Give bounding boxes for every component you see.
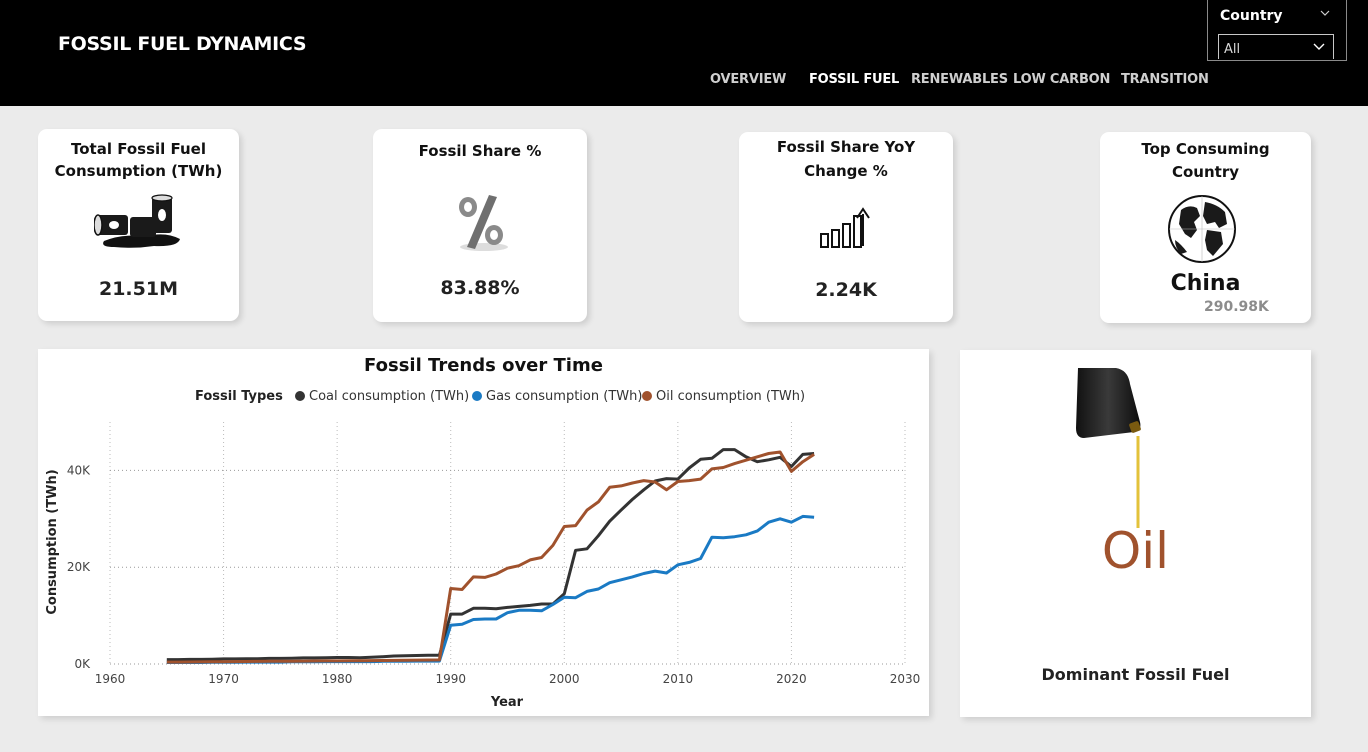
chevron-down-icon[interactable] [1320, 8, 1330, 18]
tab-low-carbon[interactable]: LOW CARBON [1013, 72, 1111, 87]
gridlines [109, 422, 906, 665]
legend-dot-oil [642, 391, 652, 401]
x-tick-label: 2000 [549, 672, 580, 686]
y-axis-title: Consumption (TWh) [45, 469, 60, 614]
legend-dot-gas [472, 391, 482, 401]
card-title-line1: Total Fossil Fuel [71, 140, 206, 158]
globe-icon [1168, 195, 1236, 263]
tab-renewables[interactable]: RENEWABLES [911, 72, 1008, 87]
kpi-card-yoy-change: Fossil Share YoY Change % 2.24K [739, 132, 953, 322]
dominant-fuel-label: Dominant Fossil Fuel [1041, 665, 1230, 684]
x-tick-label: 1960 [95, 672, 126, 686]
top-country-name: China [1170, 271, 1241, 296]
x-tick-label: 2010 [663, 672, 694, 686]
legend-item-oil[interactable]: Oil consumption (TWh) [642, 389, 805, 404]
card-value: 2.24K [815, 279, 877, 301]
x-tick-label: 1980 [322, 672, 353, 686]
card-value: 21.51M [98, 278, 178, 300]
legend-item-gas[interactable]: Gas consumption (TWh) [472, 389, 642, 404]
kpi-card-total-consumption: Total Fossil Fuel Consumption (TWh) 21.5… [38, 129, 239, 321]
card-title-line2: Country [1171, 163, 1240, 181]
series-lines [166, 448, 815, 664]
card-title-line1: Top Consuming [1141, 140, 1270, 158]
legend-label-gas: Gas consumption (TWh) [486, 389, 643, 404]
oil-can-pouring-icon [1076, 368, 1141, 528]
percent-icon [459, 195, 508, 251]
header-bar: FOSSIL FUEL DYNAMICS OVERVIEW FOSSIL FUE… [0, 0, 1368, 106]
tab-transition[interactable]: TRANSITION [1121, 72, 1209, 87]
card-title: Fossil Share % [418, 142, 542, 160]
legend-label-oil: Oil consumption (TWh) [656, 389, 806, 404]
y-tick-label: 40K [67, 463, 91, 477]
x-tick-label: 1990 [435, 672, 466, 686]
x-axis-title: Year [490, 695, 524, 710]
tab-overview[interactable]: OVERVIEW [710, 72, 787, 87]
app-title: FOSSIL FUEL DYNAMICS [58, 33, 307, 55]
dominant-fuel-value: Oil [1101, 522, 1170, 580]
legend-title: Fossil Types [195, 389, 283, 404]
dominant-fuel-card: Oil Dominant Fossil Fuel [960, 350, 1311, 717]
chart-title: Fossil Trends over Time [364, 355, 603, 376]
growth-bars-icon [820, 207, 870, 248]
y-tick-label: 20K [67, 560, 91, 574]
legend-dot-coal [295, 391, 305, 401]
slicer-label: Country [1220, 8, 1283, 24]
legend-item-coal[interactable]: Coal consumption (TWh) [295, 389, 469, 404]
kpi-card-top-country: Top Consuming Country China 290.98K [1100, 132, 1311, 323]
oil-barrels-icon [94, 194, 180, 248]
x-tick-label: 2030 [890, 672, 921, 686]
card-title-line2: Change % [804, 162, 888, 180]
series-line-oil[interactable] [166, 450, 815, 664]
country-dropdown[interactable]: All [1218, 34, 1334, 59]
series-line-gas[interactable] [166, 514, 815, 664]
y-tick-label: 0K [74, 657, 91, 671]
card-title-line1: Fossil Share YoY [776, 138, 916, 156]
axes: 1960 1970 1980 1990 2000 2010 2020 2030 0K 20K 40K [67, 463, 920, 686]
card-title-line2: Consumption (TWh) [54, 162, 223, 180]
fossil-trends-chart: Fossil Trends over Time Fossil Types Coa… [38, 349, 929, 716]
tab-fossil-fuel[interactable]: FOSSIL FUEL [809, 72, 900, 87]
dropdown-value: All [1224, 42, 1241, 57]
legend-label-coal: Coal consumption (TWh) [309, 389, 470, 404]
kpi-card-fossil-share: Fossil Share % 83.88% [373, 129, 587, 322]
country-slicer[interactable]: Country All [1207, 0, 1347, 61]
dropdown-chevron-icon[interactable] [1313, 40, 1325, 52]
card-value: 83.88% [440, 277, 520, 299]
top-country-value: 290.98K [1204, 299, 1269, 315]
x-tick-label: 2020 [776, 672, 807, 686]
chart-plot-area: 1960 1970 1980 1990 2000 2010 2020 2030 0K 20K 40K… [45, 422, 920, 710]
x-tick-label: 1970 [208, 672, 239, 686]
series-line-coal[interactable] [166, 448, 815, 662]
